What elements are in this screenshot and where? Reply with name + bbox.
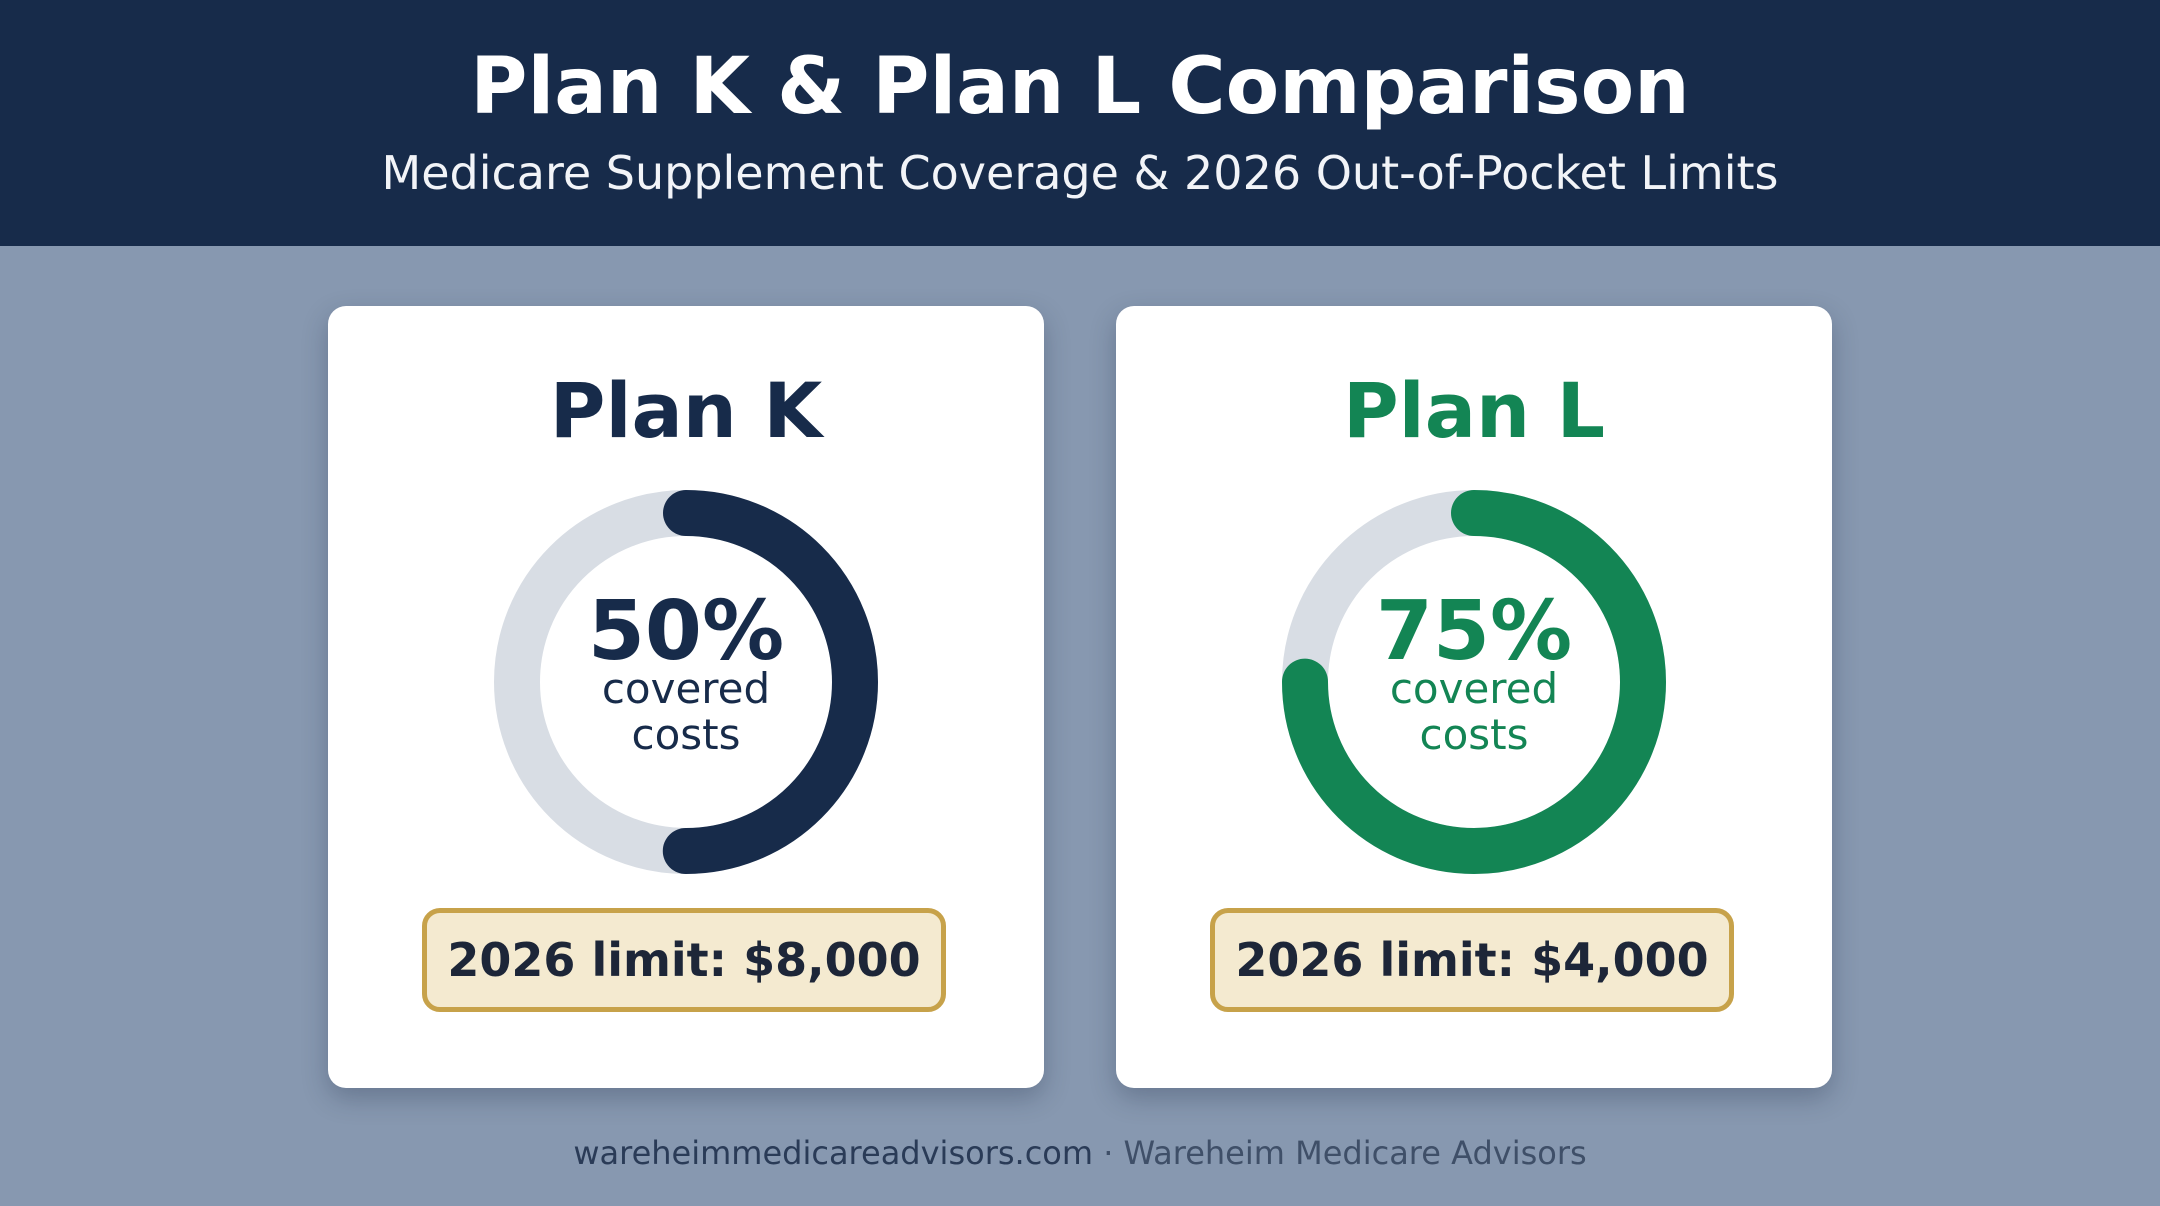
plan-l-donut-chart (1282, 490, 1666, 874)
plan-k-coverage-percent: 50% (587, 584, 785, 679)
plan-l-limit-badge: 2026 limit: $4,000 (1210, 908, 1734, 1012)
plan-l-title: Plan L (1342, 366, 1606, 455)
plan-l-card: Plan L 75% covered costs 2026 limit: $4,… (1116, 306, 1832, 1088)
plan-l-coverage-desc-line1: covered (1389, 664, 1559, 713)
footer-separator: · (1103, 1134, 1114, 1172)
page-subtitle: Medicare Supplement Coverage & 2026 Out-… (381, 146, 1779, 200)
plan-l-coverage-description: covered costs (1116, 666, 1832, 758)
footer-organization: Wareheim Medicare Advisors (1123, 1134, 1587, 1172)
plan-k-coverage-desc-line1: covered (601, 664, 771, 713)
footer-website-link[interactable]: wareheimmedicareadvisors.com (573, 1134, 1094, 1172)
plan-l-coverage-percent: 75% (1375, 584, 1573, 679)
page-title: Plan K & Plan L Comparison (470, 42, 1690, 132)
header-banner: Plan K & Plan L Comparison Medicare Supp… (0, 0, 2160, 246)
footer-credit: wareheimmedicareadvisors.com · Wareheim … (0, 1134, 2160, 1172)
plan-k-title: Plan K (549, 366, 823, 455)
plan-k-donut-chart (494, 490, 878, 874)
plan-k-card: Plan K 50% covered costs 2026 limit: $8,… (328, 306, 1044, 1088)
plan-l-donut-arc (1282, 490, 1666, 874)
plan-l-coverage-desc-line2: costs (1419, 710, 1529, 759)
plan-k-coverage-description: covered costs (328, 666, 1044, 758)
plan-k-coverage-desc-line2: costs (631, 710, 741, 759)
plan-k-limit-badge: 2026 limit: $8,000 (422, 908, 946, 1012)
plan-k-donut-arc (494, 490, 878, 874)
